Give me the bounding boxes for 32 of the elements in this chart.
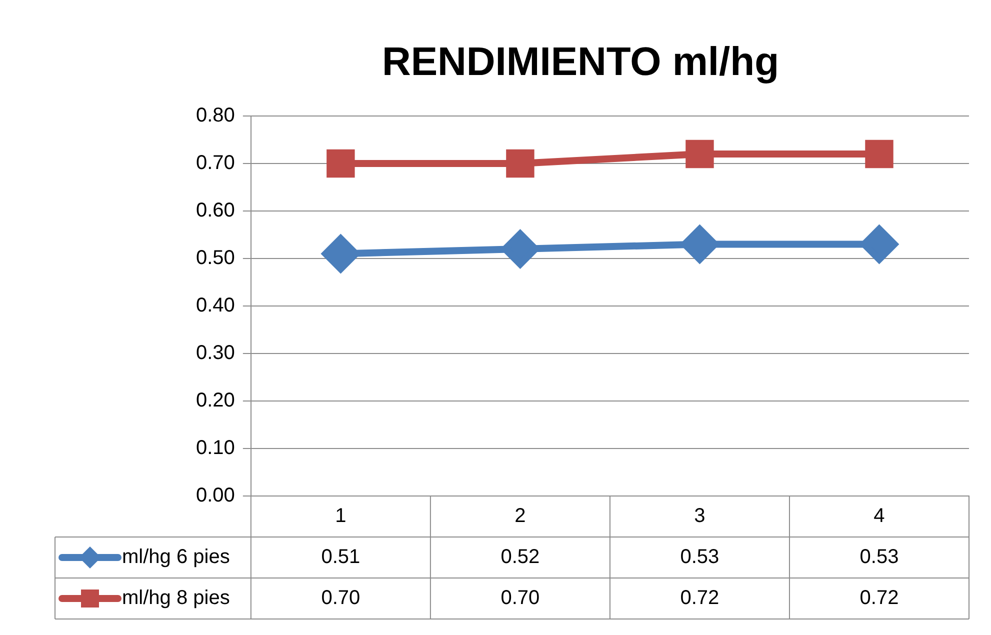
legend-label: ml/hg 8 pies: [122, 587, 230, 610]
point: [686, 140, 714, 168]
point: [322, 235, 360, 272]
chart-title: RENDIMIENTO ml/hg: [382, 40, 780, 84]
y-tick-label: 0.60: [196, 200, 235, 222]
legend-label: ml/hg 6 pies: [122, 546, 230, 568]
point: [681, 226, 718, 263]
data-label: 0.70: [500, 587, 540, 610]
point: [860, 226, 898, 263]
x-tick-label: 2: [514, 505, 526, 528]
data-label: 0.52: [500, 546, 540, 568]
y-tick-label: 0.80: [196, 104, 235, 127]
point: [326, 149, 355, 178]
data-label: 0.51: [321, 546, 360, 568]
data-label: 0.72: [860, 587, 899, 610]
x-tick-label: 3: [694, 505, 706, 528]
data-label: 0.70: [321, 587, 360, 610]
x-tick-label: 1: [335, 505, 346, 528]
y-tick-label: 0.30: [196, 342, 235, 364]
data-label: 0.53: [860, 546, 899, 568]
data-label: 0.72: [680, 587, 720, 610]
data-label: 0.53: [680, 546, 720, 568]
point: [506, 149, 534, 178]
x-tick-label: 4: [874, 505, 885, 528]
y-tick-label: 0.50: [196, 247, 235, 270]
y-tick-label: 0.10: [196, 437, 235, 460]
point: [865, 140, 894, 168]
point: [502, 230, 539, 268]
y-tick-label: 0.40: [196, 294, 235, 317]
y-tick-label: 0.20: [196, 390, 235, 412]
y-tick-label: 0.70: [196, 152, 235, 174]
y-tick-label: 0.00: [196, 484, 235, 507]
